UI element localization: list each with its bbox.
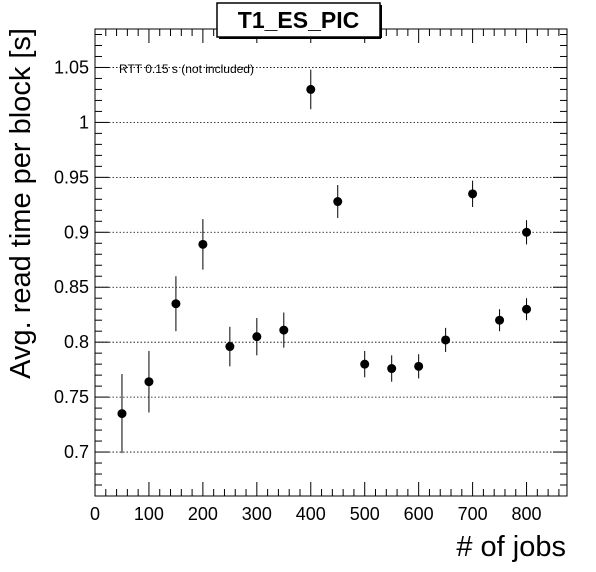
x-tick-label: 300: [242, 504, 272, 524]
point-marker: [387, 364, 397, 374]
point-marker: [522, 304, 532, 314]
point-marker: [468, 189, 478, 199]
data-point: [387, 355, 397, 382]
point-marker: [495, 315, 505, 325]
point-marker: [522, 227, 532, 237]
data-point: [198, 219, 208, 270]
data-point: [333, 185, 343, 218]
data-point: [117, 374, 127, 454]
data-point: [522, 220, 532, 245]
point-marker: [441, 335, 451, 345]
data-point: [441, 327, 451, 353]
point-marker: [198, 239, 208, 249]
rtt-annotation: RTT 0.15 s (not included): [119, 62, 254, 76]
x-tick-label: 800: [512, 504, 542, 524]
x-tick-label: 400: [296, 504, 326, 524]
data-point: [171, 276, 181, 332]
point-marker: [414, 361, 424, 371]
point-marker: [144, 377, 154, 387]
grid-lines: [95, 67, 567, 453]
data-points: [117, 69, 532, 454]
y-tick-label: 0.75: [54, 387, 89, 407]
title-box-frame: [216, 2, 381, 38]
point-marker: [171, 299, 181, 309]
x-tick-label: 100: [134, 504, 164, 524]
data-point: [225, 326, 235, 367]
point-marker: [360, 359, 370, 369]
point-marker: [333, 197, 343, 207]
data-point: [360, 350, 370, 378]
y-tick-label: 0.8: [64, 332, 89, 352]
y-axis-title: Avg. read time per block [s]: [5, 28, 37, 379]
x-tick-label: 500: [350, 504, 380, 524]
point-marker: [225, 342, 235, 352]
data-point: [279, 312, 289, 348]
chart-title: T1_ES_PIC: [238, 7, 359, 33]
data-point: [522, 298, 532, 321]
x-tick-labels: 0 100 200 300 400 500 600 700 800: [90, 504, 542, 524]
data-point: [495, 309, 505, 332]
y-tick-label: 0.9: [64, 222, 89, 242]
data-point: [414, 354, 424, 379]
x-tick-label: 700: [458, 504, 488, 524]
x-axis-title: # of jobs: [456, 531, 566, 563]
y-tick-label: 1.05: [54, 57, 89, 77]
x-tick-label: 200: [188, 504, 218, 524]
data-point: [144, 350, 154, 413]
data-point: [468, 180, 478, 208]
point-marker: [279, 325, 289, 335]
y-tick-label: 1: [79, 112, 89, 132]
data-point: [252, 317, 262, 356]
x-tick-label: 0: [90, 504, 100, 524]
y-tick-labels: 0.7 0.75 0.8 0.85 0.9 0.95 1 1.05: [54, 57, 89, 462]
title-box: T1_ES_PIC: [216, 2, 382, 39]
point-marker: [306, 84, 316, 94]
point-marker: [117, 409, 127, 419]
x-tick-label: 600: [404, 504, 434, 524]
y-tick-label: 0.85: [54, 277, 89, 297]
data-point: [306, 69, 316, 110]
y-tick-label: 0.95: [54, 167, 89, 187]
y-tick-label: 0.7: [64, 442, 89, 462]
point-marker: [252, 332, 262, 342]
